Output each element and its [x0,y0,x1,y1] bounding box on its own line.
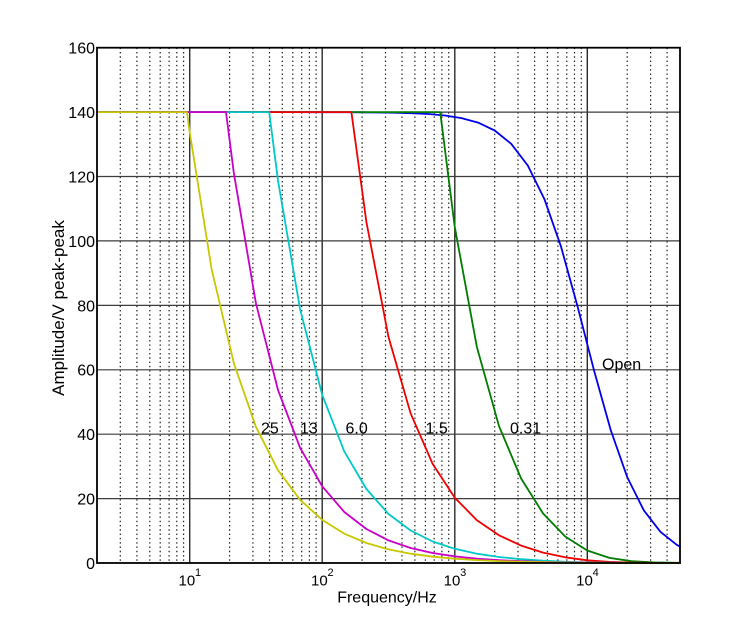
svg-text:10: 10 [444,573,461,590]
svg-text:2: 2 [328,567,334,579]
svg-text:40: 40 [77,427,95,444]
svg-text:0.31: 0.31 [510,421,541,438]
svg-text:100: 100 [68,234,95,251]
svg-text:Amplitude/V peak-peak: Amplitude/V peak-peak [49,220,68,396]
svg-text:80: 80 [77,298,95,315]
svg-text:Open: Open [602,357,641,374]
svg-text:10: 10 [311,573,328,590]
svg-text:13: 13 [300,421,318,438]
svg-text:140: 140 [68,105,95,122]
svg-text:6.0: 6.0 [346,421,368,438]
svg-text:1.5: 1.5 [426,421,448,438]
svg-text:10: 10 [576,573,593,590]
svg-text:Frequency/Hz: Frequency/Hz [337,590,437,607]
svg-text:0: 0 [86,556,95,573]
svg-text:3: 3 [460,567,466,579]
svg-text:60: 60 [77,363,95,380]
svg-text:10: 10 [179,573,196,590]
svg-text:4: 4 [593,567,599,579]
svg-text:20: 20 [77,492,95,509]
svg-text:120: 120 [68,169,95,186]
svg-text:160: 160 [68,41,95,58]
svg-text:1: 1 [195,567,201,579]
svg-text:25: 25 [261,421,279,438]
